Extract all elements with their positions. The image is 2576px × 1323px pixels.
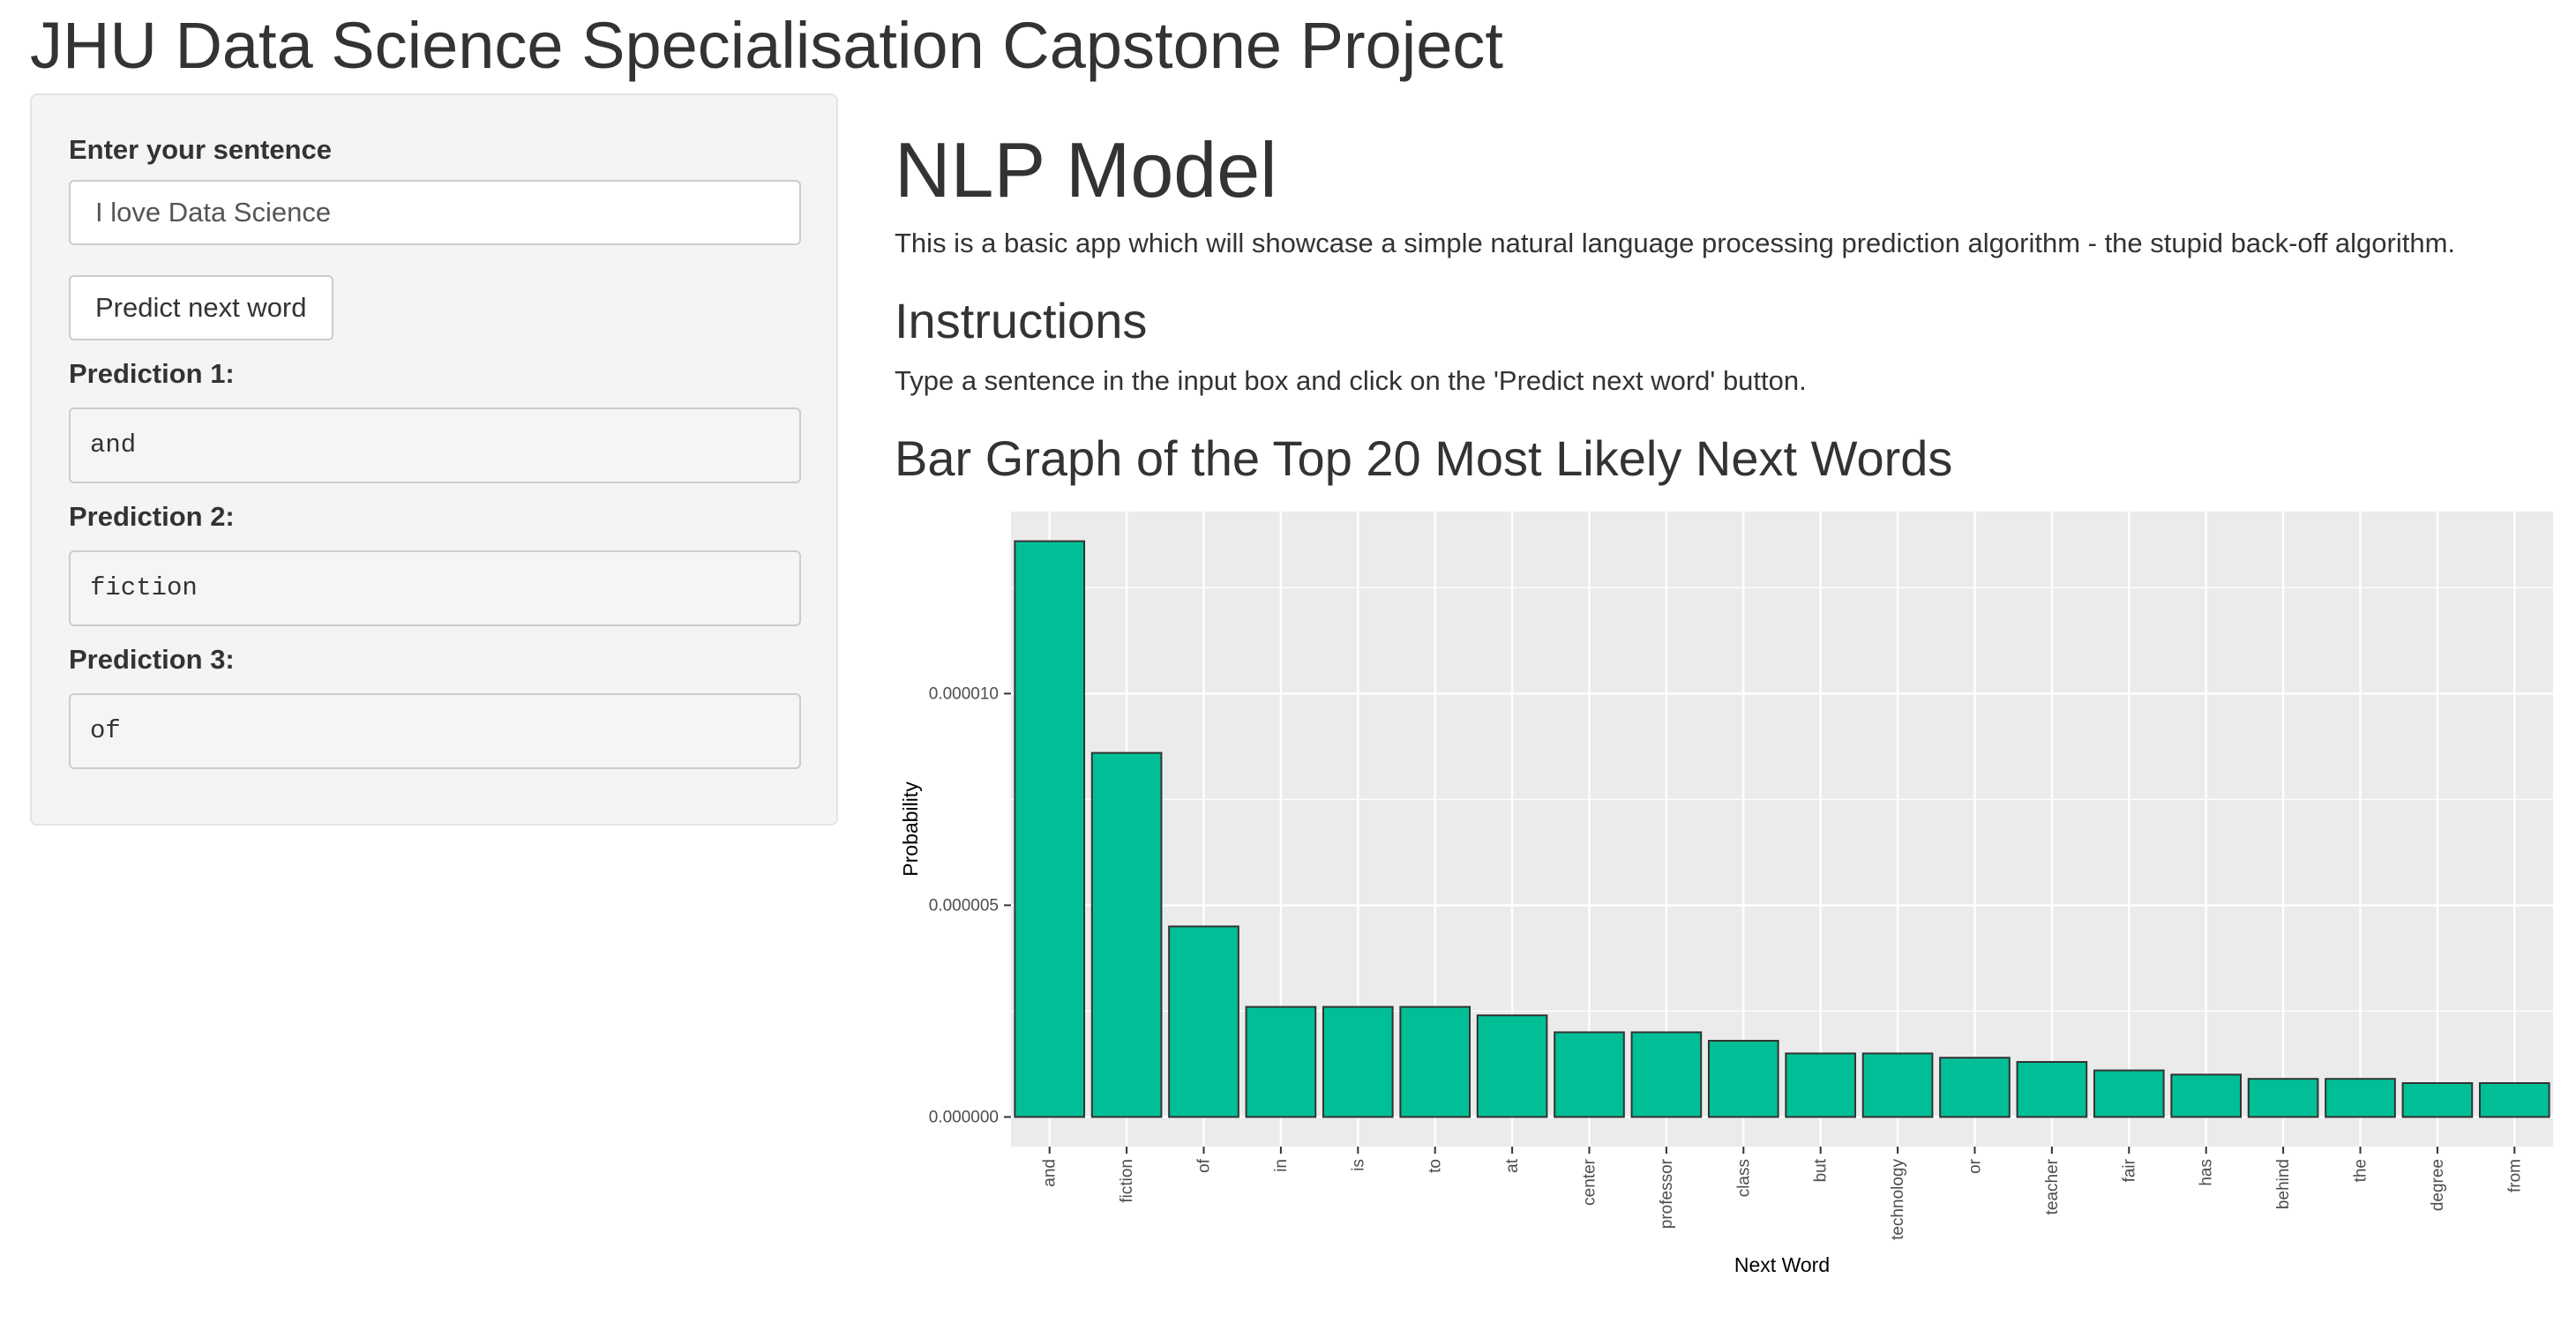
x-tick-label: is: [1349, 1159, 1367, 1171]
x-tick-label: fiction: [1118, 1159, 1136, 1203]
bar-technology: [1861, 1052, 1934, 1118]
bar-but: [1785, 1052, 1857, 1118]
x-tick-label: class: [1734, 1159, 1753, 1197]
main-title: NLP Model: [895, 126, 1277, 213]
plot-panel: [1011, 512, 2553, 1147]
x-tick-label: fair: [2120, 1158, 2138, 1182]
sentence-input-label: Enter your sentence: [69, 134, 333, 165]
bar-and: [1014, 540, 1086, 1118]
bar-has: [2170, 1073, 2243, 1118]
x-tick-label: professor: [1658, 1158, 1676, 1229]
bar-chart: 0.000000 0.000005 0.000010 and fiction of in is…: [899, 512, 2553, 1276]
bar-degree: [2401, 1082, 2474, 1118]
bar-in: [1245, 1005, 1317, 1118]
x-tick-label: and: [1041, 1159, 1060, 1187]
predict-next-word-button[interactable]: Predict next word: [69, 275, 333, 340]
x-tick-label: behind: [2274, 1159, 2293, 1209]
bar-at: [1476, 1014, 1548, 1118]
y-axis-title: Probability: [899, 781, 922, 877]
prediction-2-output: fiction: [69, 550, 801, 626]
bar-is: [1322, 1005, 1394, 1118]
bar-to: [1399, 1005, 1471, 1118]
x-tick-label: the: [2352, 1159, 2370, 1182]
x-axis-title: Next Word: [1734, 1253, 1830, 1276]
bar-behind: [2247, 1078, 2319, 1118]
y-tick-label: 0.000010: [929, 684, 999, 703]
prediction-2-label: Prediction 2:: [69, 501, 235, 532]
y-tick-label: 0.000005: [929, 896, 999, 915]
x-tick-label: to: [1427, 1159, 1445, 1173]
chart-heading: Bar Graph of the Top 20 Most Likely Next…: [895, 430, 1953, 486]
x-tick-label: center: [1581, 1158, 1599, 1205]
bar-class: [1707, 1040, 1779, 1118]
sentence-input[interactable]: [69, 180, 801, 245]
y-tick-label: 0.000000: [929, 1108, 999, 1126]
x-tick-label: has: [2198, 1159, 2216, 1186]
chart-container: 0.000000 0.000005 0.000010 and fiction of in is…: [895, 503, 2562, 1279]
bar-teacher: [2016, 1061, 2088, 1118]
x-tick-label: teacher: [2043, 1158, 2062, 1215]
bar-the: [2325, 1078, 2396, 1118]
x-tick-label: of: [1195, 1158, 1214, 1173]
bar-fair: [2093, 1069, 2165, 1118]
instructions-heading: Instructions: [895, 293, 1148, 348]
prediction-1-label: Prediction 1:: [69, 358, 235, 389]
x-tick-label: degree: [2429, 1159, 2447, 1211]
bar-center: [1554, 1031, 1625, 1118]
prediction-3-label: Prediction 3:: [69, 644, 235, 675]
x-tick-label: but: [1812, 1158, 1831, 1182]
x-tick-label: technology: [1889, 1159, 1907, 1240]
bar-fiction: [1090, 751, 1163, 1118]
x-tick-label: at: [1503, 1158, 1522, 1173]
prediction-1-output: and: [69, 407, 801, 483]
instructions-text: Type a sentence in the input box and cli…: [895, 365, 1807, 396]
x-tick-label: from: [2505, 1159, 2524, 1192]
app-description: This is a basic app which will showcase …: [895, 228, 2456, 258]
bar-of: [1168, 925, 1239, 1118]
x-tick-label: or: [1966, 1158, 1985, 1174]
app-title: JHU Data Science Specialisation Capstone…: [30, 9, 1503, 82]
bar-or: [1939, 1057, 2011, 1118]
prediction-3-output: of: [69, 693, 801, 769]
x-tick-label: in: [1272, 1159, 1291, 1172]
sidebar-panel: Enter your sentence Predict next word Pr…: [30, 93, 838, 826]
bar-from: [2478, 1082, 2550, 1118]
bar-professor: [1630, 1031, 1703, 1118]
